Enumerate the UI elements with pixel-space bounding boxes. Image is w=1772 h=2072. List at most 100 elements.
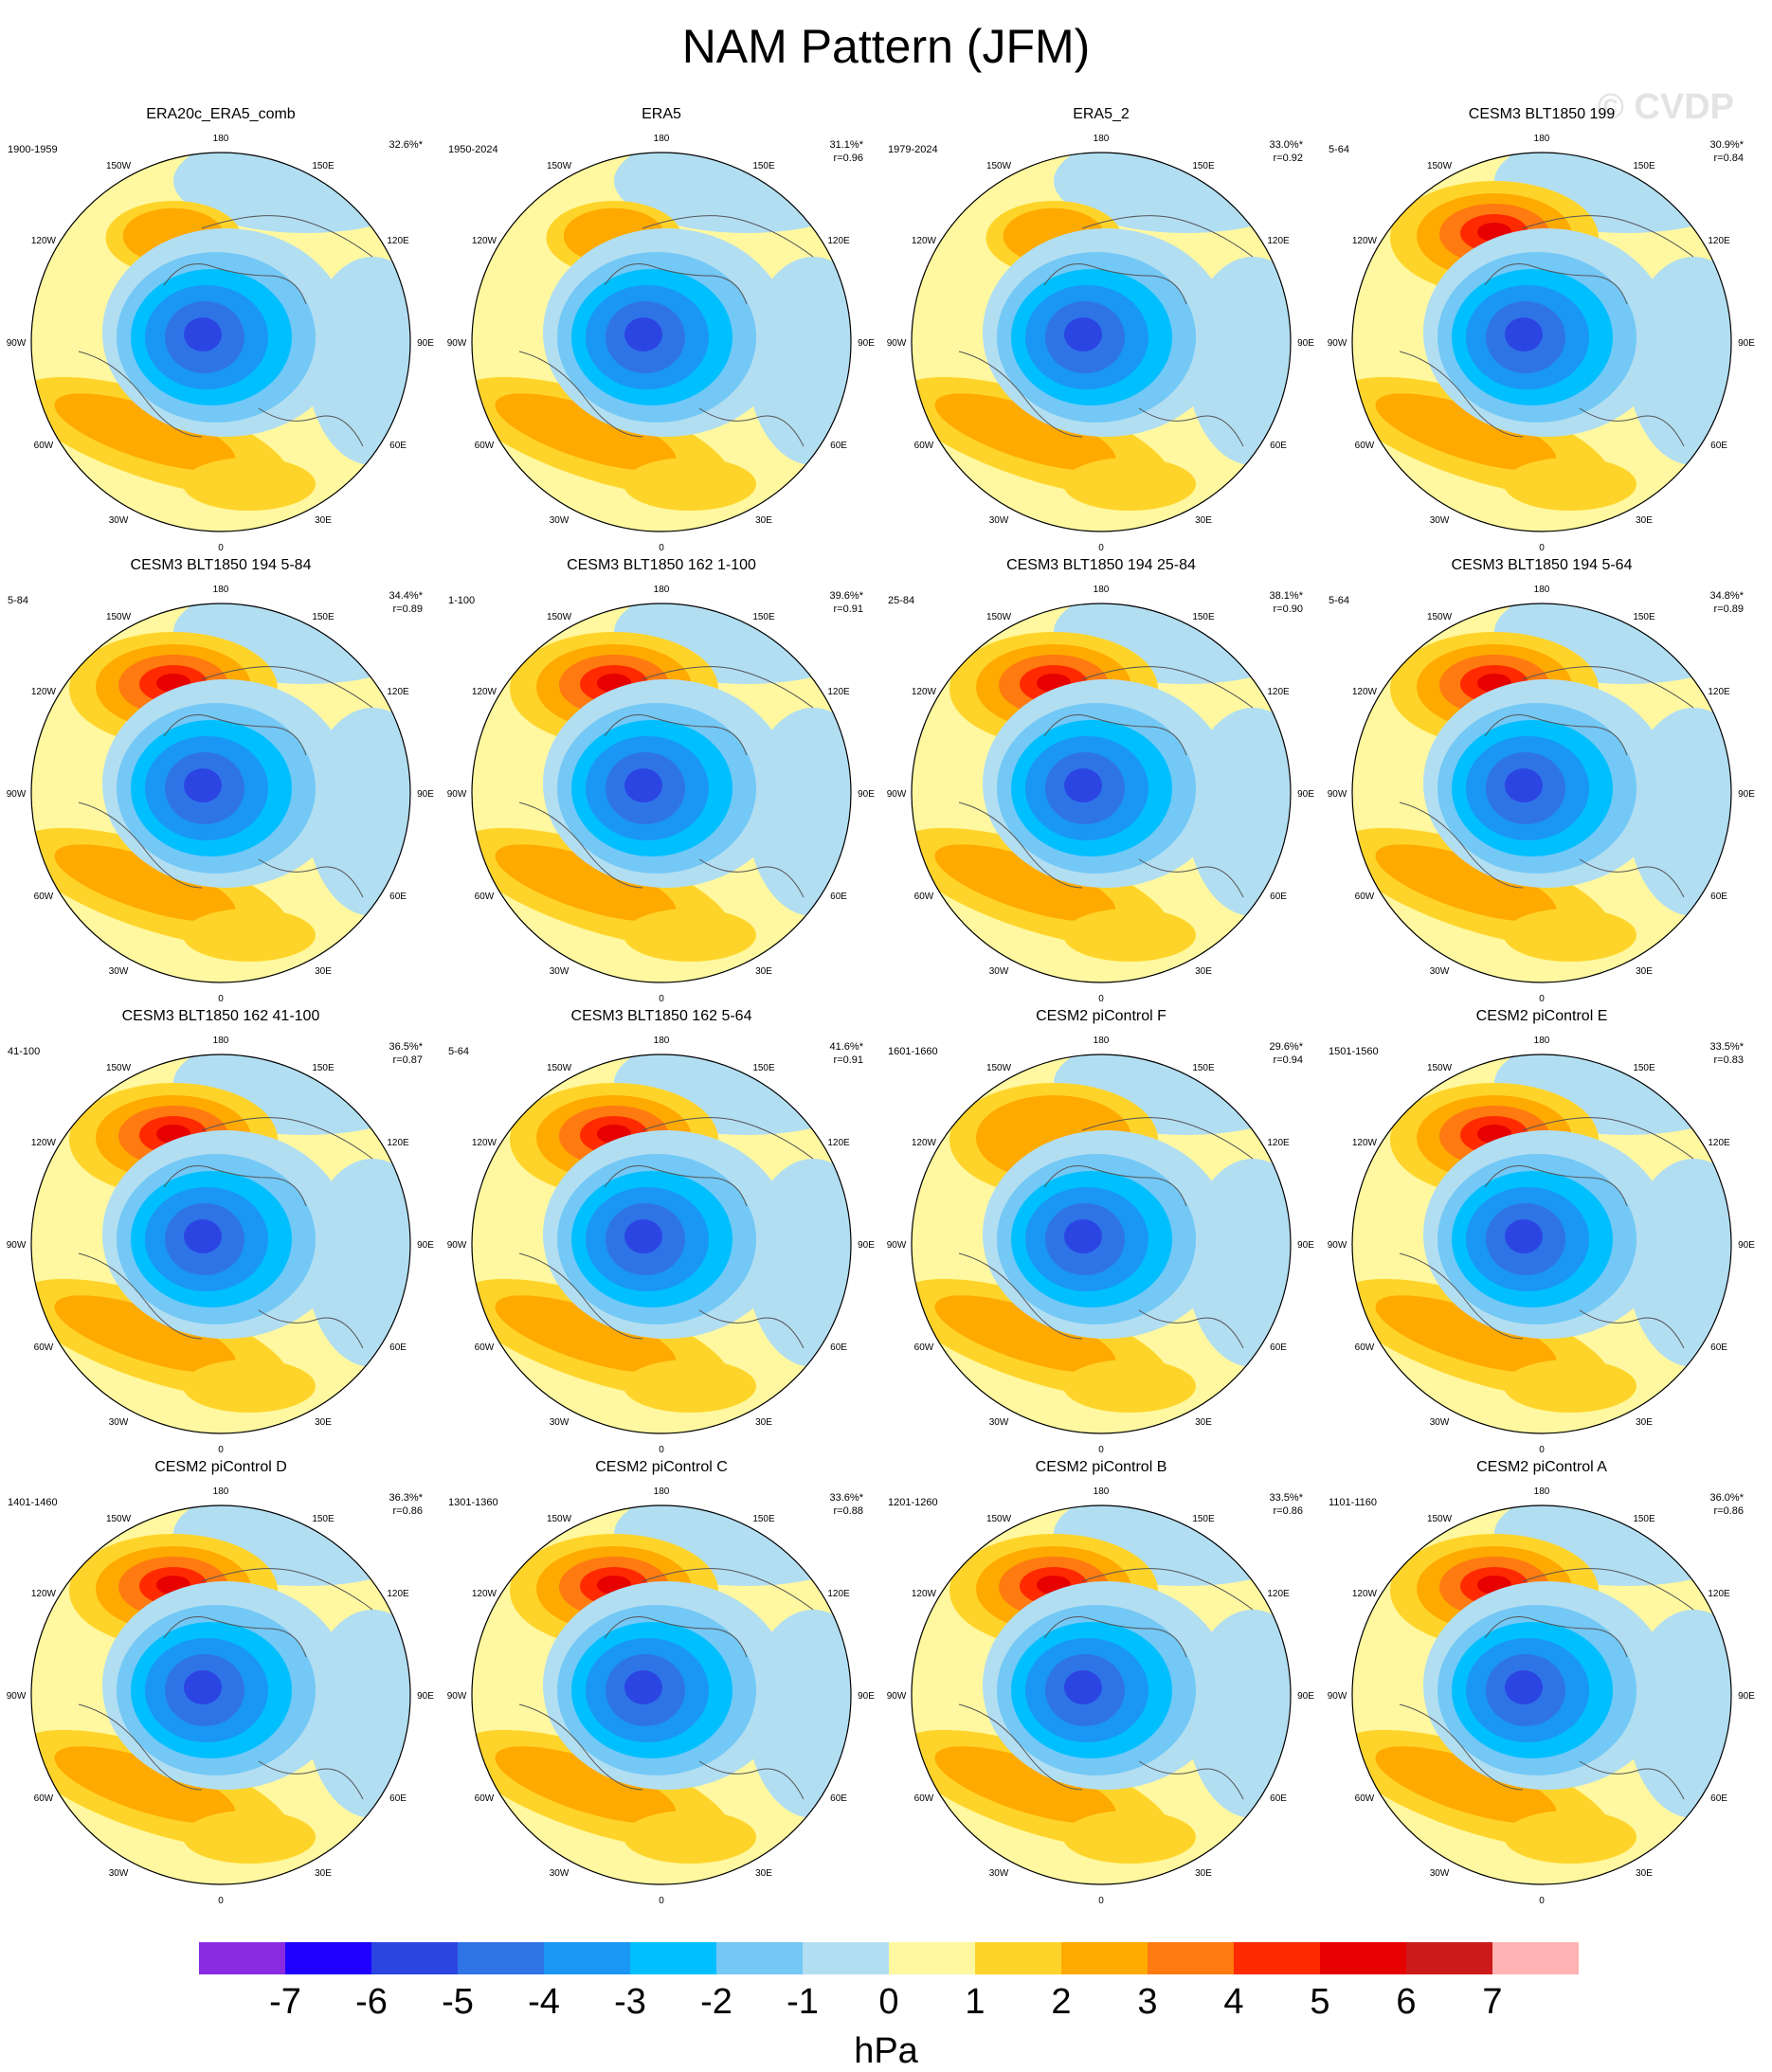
arctic-low-contour (624, 317, 662, 351)
watermark: © CVDP (1597, 87, 1734, 127)
longitude-label: 180 (654, 134, 670, 144)
panel-title: CESM3 BLT1850 162 41-100 (121, 1008, 320, 1024)
longitude-label: 90E (858, 1691, 875, 1702)
arctic-low-contour (624, 768, 662, 802)
longitude-label: 120W (472, 236, 497, 246)
longitude-label: 150W (106, 1514, 132, 1524)
arctic-low-contour (184, 1219, 222, 1253)
longitude-label: 90E (1738, 789, 1755, 800)
panel-title: CESM2 piControl A (1476, 1459, 1607, 1475)
map-panel: CESM2 piControl C 1301-1360 33.6%* r=0.88 18… (441, 1459, 882, 1909)
longitude-label: 120W (912, 236, 937, 246)
panel-period: 1101-1160 (1329, 1497, 1377, 1508)
longitude-label: 90W (1328, 1240, 1347, 1251)
panel-variance-pct: 30.9%* (1709, 139, 1744, 151)
map-panel: ERA5_2 1979-2024 33.0%* r=0.92 180 150E 120E 90… (880, 106, 1322, 556)
colorbar-tick-label: -1 (787, 1982, 819, 2022)
panel-title: CESM2 piControl F (1036, 1008, 1166, 1024)
panel-stats: 33.0%* r=0.92 (1270, 138, 1303, 165)
longitude-label: 90E (858, 338, 875, 349)
longitude-label: 150W (547, 1514, 572, 1524)
map-panel: ERA5 1950-2024 31.1%* r=0.96 180 150E 120E 90E 6… (441, 106, 882, 556)
longitude-label: 90E (1738, 1240, 1755, 1251)
panel-variance-pct: 34.8%* (1709, 590, 1744, 602)
atlantic-high-contour (1375, 1295, 1557, 1373)
atlantic-high-contour (934, 1295, 1116, 1373)
longitude-label: 30E (315, 1417, 332, 1428)
map-panel: CESM3 BLT1850 199 5-64 30.9%* r=0.84 180 150E… (1321, 106, 1763, 556)
colorbar-tick-label: -4 (528, 1982, 560, 2022)
panel-pattern-corr: r=0.86 (392, 1505, 424, 1517)
polar-map: 180 150E 120E 90E 60E 30E 0 30W 60W 90W 120W 150W (447, 1486, 876, 1906)
panel-period: 41-100 (8, 1046, 41, 1057)
atlantic-high-contour (1375, 393, 1557, 471)
longitude-label: 120W (472, 1589, 497, 1599)
longitude-label: 30W (1430, 515, 1450, 526)
colorbar-tick-label: 2 (1051, 1982, 1071, 2022)
colorbar-swatch (1406, 1942, 1492, 1974)
panel-stats: 34.8%* r=0.89 (1710, 589, 1744, 616)
longitude-label: 120W (1352, 236, 1378, 246)
longitude-label: 90W (7, 789, 27, 800)
atlantic-high-contour (1375, 844, 1557, 922)
longitude-label: 180 (1094, 1486, 1110, 1497)
longitude-label: 150E (1192, 161, 1215, 171)
atlantic-high-contour (495, 1746, 677, 1824)
polar-map: 180 150E 120E 90E 60E 30E 0 30W 60W 90W 120W 150W (7, 585, 435, 1004)
longitude-label: 120E (1267, 1138, 1290, 1148)
arctic-low-contour (184, 317, 222, 351)
longitude-label: 60W (475, 1793, 495, 1804)
longitude-label: 120E (1708, 1138, 1730, 1148)
colorbar-swatch (975, 1942, 1061, 1974)
colorbar-tick-label: -7 (269, 1982, 301, 2022)
longitude-label: 150E (752, 161, 775, 171)
colorbar-unit: hPa (854, 2031, 918, 2071)
longitude-label: 30W (989, 515, 1009, 526)
panel-period: 1501-1560 (1329, 1046, 1379, 1057)
longitude-label: 0 (1098, 543, 1104, 553)
longitude-label: 30E (1636, 966, 1653, 977)
longitude-label: 30W (1430, 1417, 1450, 1428)
panel-pattern-corr: r=0.86 (1273, 1505, 1304, 1517)
panel-period: 25-84 (888, 595, 915, 606)
longitude-label: 180 (213, 1036, 229, 1046)
colorbar-swatch (889, 1942, 975, 1974)
panel-stats: 36.3%* r=0.86 (389, 1491, 423, 1518)
longitude-label: 30E (1636, 1417, 1653, 1428)
atlantic-high-contour (934, 844, 1116, 922)
longitude-label: 60W (914, 1793, 934, 1804)
longitude-label: 90W (1328, 1691, 1347, 1702)
longitude-label: 60E (389, 1342, 407, 1353)
longitude-label: 120E (1267, 1589, 1290, 1599)
polar-map: 180 150E 120E 90E 60E 30E 0 30W 60W 90W 120W 150W (447, 1036, 876, 1455)
panel-variance-pct: 41.6%* (829, 1041, 863, 1053)
longitude-label: 0 (1539, 1445, 1545, 1455)
longitude-label: 90W (887, 1691, 907, 1702)
longitude-label: 30E (1636, 515, 1653, 526)
longitude-label: 120E (1267, 236, 1290, 246)
longitude-label: 60E (1710, 1342, 1727, 1353)
longitude-label: 180 (654, 1036, 670, 1046)
panel-pattern-corr: r=0.88 (833, 1505, 864, 1517)
longitude-label: 0 (218, 994, 224, 1004)
panel-pattern-corr: r=0.86 (1713, 1505, 1745, 1517)
longitude-label: 30E (1195, 1417, 1212, 1428)
arctic-low-contour (1505, 1670, 1543, 1704)
longitude-label: 30W (550, 1868, 570, 1879)
longitude-label: 30W (989, 1868, 1009, 1879)
longitude-label: 60E (1710, 892, 1727, 902)
colorbar-swatch (630, 1942, 716, 1974)
longitude-label: 0 (1539, 543, 1545, 553)
longitude-label: 120W (1352, 1589, 1378, 1599)
panel-stats: 41.6%* r=0.91 (830, 1040, 863, 1067)
panel-stats: 33.5%* r=0.86 (1270, 1491, 1303, 1518)
colorbar-tick-label: 1 (965, 1982, 985, 2022)
polar-map: 180 150E 120E 90E 60E 30E 0 30W 60W 90W 120W 150W (1328, 585, 1756, 1004)
longitude-label: 150W (1427, 1514, 1453, 1524)
longitude-label: 30W (109, 515, 129, 526)
longitude-label: 90W (447, 338, 467, 349)
panel-title: CESM3 BLT1850 194 5-64 (1451, 557, 1633, 573)
longitude-label: 120E (387, 687, 409, 697)
panel-stats: 31.1%* r=0.96 (830, 138, 863, 165)
longitude-label: 180 (654, 585, 670, 595)
